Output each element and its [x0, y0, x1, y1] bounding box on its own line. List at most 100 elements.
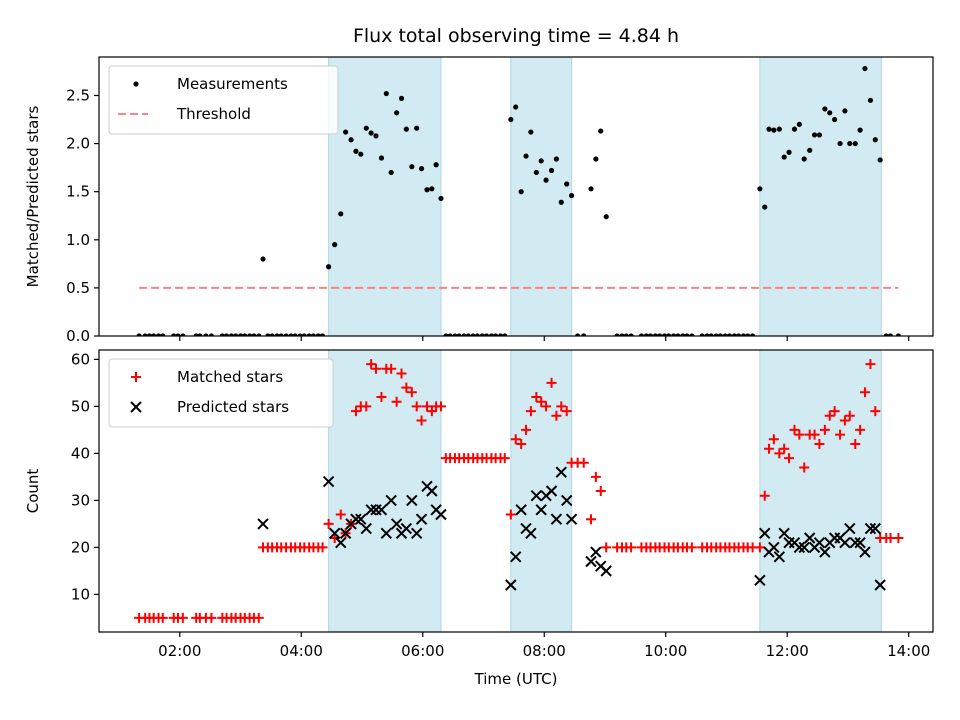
data-point — [350, 513, 362, 525]
data-point — [470, 333, 476, 336]
data-point — [603, 214, 609, 220]
data-point — [731, 333, 737, 336]
data-point — [151, 333, 157, 336]
data-point — [816, 132, 823, 138]
data-point — [726, 333, 733, 336]
data-point — [297, 333, 303, 336]
data-point — [791, 126, 798, 132]
legend-entry-label: Threshold — [176, 105, 251, 123]
bottom-panel: 10 20 30 40 50 60 02:00 04:00 06:00 08:00 10:00 12:… — [24, 349, 934, 688]
data-point — [811, 132, 818, 138]
data-point — [867, 97, 874, 103]
data-point — [847, 140, 853, 147]
data-point — [406, 494, 418, 507]
data-point — [680, 333, 686, 336]
data-point — [578, 457, 589, 468]
data-point — [509, 551, 522, 563]
legend-marker — [130, 401, 142, 413]
data-point — [638, 333, 645, 336]
y-tick-label: 50 — [71, 397, 90, 415]
data-point — [403, 126, 409, 132]
data-point — [766, 126, 772, 132]
data-point — [774, 448, 785, 459]
data-point — [398, 95, 405, 101]
data-point — [565, 513, 578, 525]
data-point — [418, 166, 425, 172]
data-point — [530, 489, 543, 502]
data-point — [745, 333, 751, 336]
data-point — [862, 65, 868, 72]
data-point — [493, 333, 499, 336]
shaded-interval-3 — [759, 56, 882, 337]
data-point — [435, 508, 447, 521]
data-point — [798, 541, 810, 554]
data-point — [839, 415, 850, 426]
data-point — [366, 359, 377, 370]
series-predicted-stars — [257, 466, 886, 591]
shaded-interval-1 — [328, 349, 442, 633]
data-point — [502, 333, 508, 336]
data-point — [523, 153, 529, 159]
data-point — [865, 359, 876, 370]
data-point — [310, 333, 317, 336]
data-point — [301, 333, 307, 336]
data-point — [575, 333, 581, 336]
data-point — [893, 533, 904, 543]
data-point — [859, 546, 871, 558]
data-point — [335, 536, 347, 549]
data-point — [809, 429, 820, 440]
data-point — [561, 406, 572, 417]
data-point — [781, 154, 787, 160]
data-point — [438, 195, 444, 202]
data-point — [813, 536, 826, 549]
data-point — [142, 333, 148, 336]
data-point — [827, 110, 833, 116]
data-point — [456, 333, 462, 336]
data-point — [556, 401, 567, 412]
y-tick-label: 1.0 — [66, 231, 90, 249]
data-point — [784, 453, 795, 464]
chart-title: Flux total observing time = 4.84 h — [353, 25, 679, 47]
data-point — [237, 333, 244, 336]
data-point — [686, 542, 697, 553]
data-point — [551, 410, 562, 421]
data-point — [175, 333, 181, 336]
data-point — [505, 509, 516, 520]
data-point — [386, 363, 397, 374]
data-point — [864, 522, 877, 535]
data-point — [852, 140, 858, 147]
data-point — [513, 104, 519, 110]
data-point — [410, 527, 423, 540]
data-point — [708, 333, 714, 336]
data-point — [531, 392, 542, 402]
data-point — [807, 147, 813, 153]
data-point — [394, 110, 400, 116]
data-point — [525, 406, 536, 417]
data-point — [136, 333, 142, 336]
data-point — [704, 333, 710, 336]
data-point — [256, 333, 262, 336]
x-tick-label: 04:00 — [280, 642, 323, 660]
data-point — [829, 406, 840, 417]
x-tick-label: 12:00 — [766, 642, 809, 660]
data-point — [722, 333, 728, 336]
data-point — [619, 333, 625, 336]
data-point — [666, 333, 672, 336]
data-point — [855, 424, 866, 435]
data-point — [555, 466, 567, 478]
data-point — [380, 527, 393, 540]
legend-entry-label: Measurements — [177, 75, 288, 93]
data-point — [736, 333, 742, 336]
data-point — [600, 565, 612, 577]
y-tick-label: 2.5 — [66, 86, 90, 104]
data-point — [819, 424, 830, 435]
data-point — [516, 439, 527, 449]
data-point — [197, 333, 203, 336]
data-point — [338, 211, 344, 217]
data-point — [414, 125, 420, 131]
data-point — [874, 579, 886, 591]
data-point — [768, 541, 780, 554]
data-point — [652, 333, 659, 336]
data-point — [483, 333, 490, 336]
